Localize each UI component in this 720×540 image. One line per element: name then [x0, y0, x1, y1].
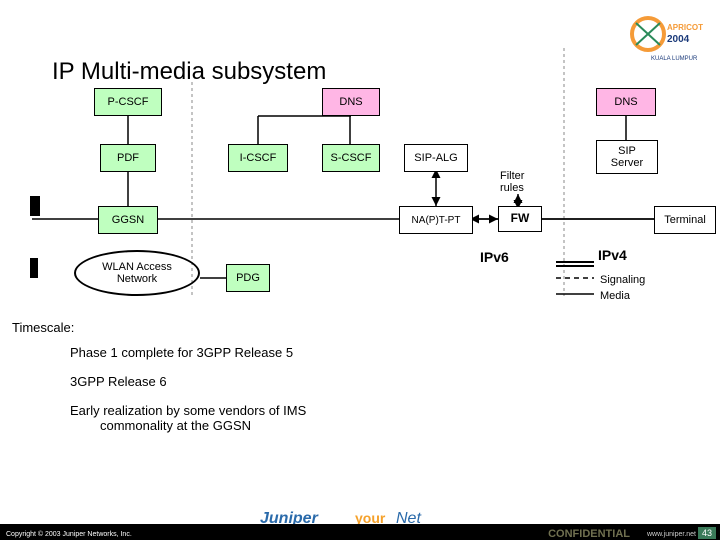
node-pdf: PDF: [100, 144, 156, 172]
node-term: Terminal: [654, 206, 716, 234]
filter-rules-label: Filter rules: [500, 170, 524, 194]
node-pdg: PDG: [226, 264, 270, 292]
slide: APRICOT 2004 KUALA LUMPUR IP Multi-media…: [0, 0, 720, 540]
node-sipalg: SIP-ALG: [404, 144, 468, 172]
svg-text:KUALA LUMPUR: KUALA LUMPUR: [651, 56, 698, 62]
node-sipsrv: SIP Server: [596, 140, 658, 174]
legend-media: Media: [600, 290, 630, 302]
footer-url: www.juniper.net: [647, 531, 696, 538]
svg-text:2004: 2004: [667, 34, 690, 45]
ipv4-label: IPv4: [598, 248, 627, 263]
ipv6-label: IPv6: [480, 250, 509, 265]
wlan-access-network: WLAN Access Network: [74, 250, 200, 296]
node-ggsn: GGSN: [98, 206, 158, 234]
copyright-text: Copyright © 2003 Juniper Networks, Inc.: [6, 531, 132, 538]
confidential-label: CONFIDENTIAL: [548, 528, 630, 540]
node-fw: FW: [498, 206, 542, 232]
legend-signaling: Signaling: [600, 274, 645, 286]
node-pcscf: P-CSCF: [94, 88, 162, 116]
node-icscf: I-CSCF: [228, 144, 288, 172]
node-scscf: S-CSCF: [322, 144, 380, 172]
slide-title: IP Multi-media subsystem: [52, 58, 326, 86]
node-dns2: DNS: [596, 88, 656, 116]
node-dns1: DNS: [322, 88, 380, 116]
apricot-logo: APRICOT 2004 KUALA LUMPUR: [623, 16, 708, 72]
node-naptpt: NA(P)T-PT: [399, 206, 473, 234]
page-number: 43: [698, 527, 716, 539]
svg-text:APRICOT: APRICOT: [667, 23, 703, 32]
body-text: Timescale:Phase 1 complete for 3GPP Rele…: [12, 320, 306, 433]
